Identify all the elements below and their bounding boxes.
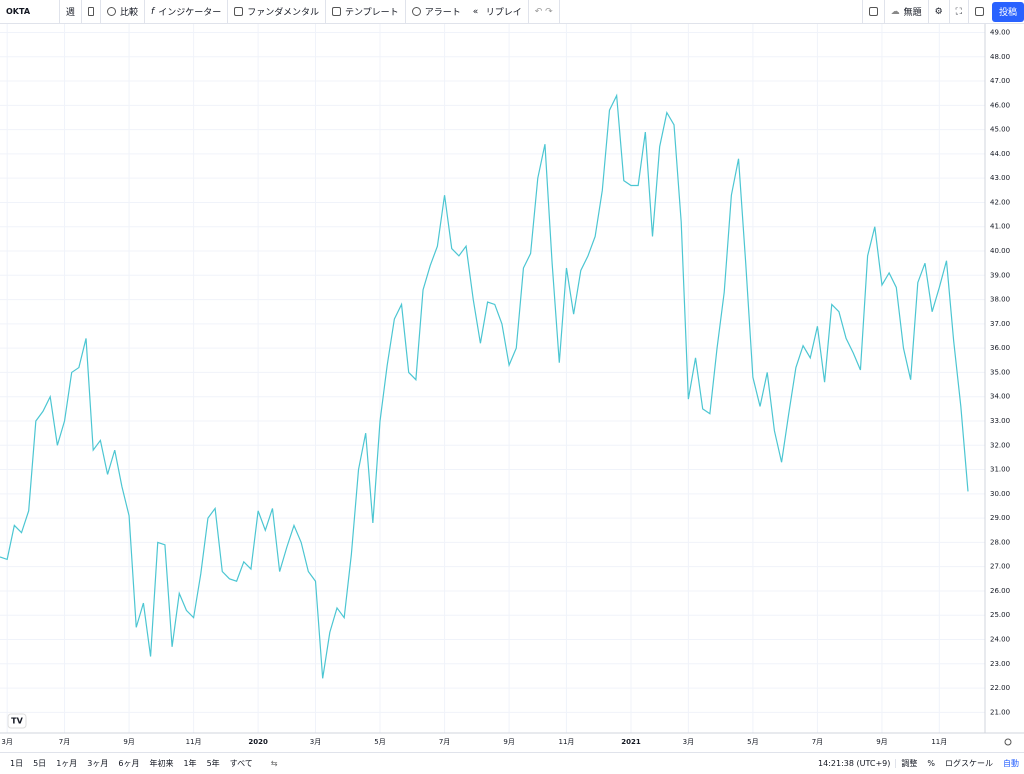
label: インジケーター <box>158 8 222 18</box>
y-tick-label: 23.00 <box>990 660 1010 668</box>
bottom-toolbar: 1日 5日 1ヶ月 3ヶ月 6ヶ月 年初来 1年 5年 すべて ⇆ 14:21:38 (UTC+… <box>0 752 1024 774</box>
goto-date[interactable]: ⇆ <box>270 759 278 768</box>
x-tick-label: 9月 <box>503 738 514 746</box>
range-button[interactable]: 年初来 <box>149 759 174 768</box>
layout[interactable]: ☁ 無題 <box>885 0 929 24</box>
y-tick-label: 25.00 <box>990 611 1010 619</box>
label: リプレイ <box>485 8 522 18</box>
range-button[interactable]: 6ヶ月 <box>118 759 140 768</box>
y-tick-label: 36.00 <box>990 344 1010 352</box>
y-tick-label: 34.00 <box>990 393 1010 401</box>
x-tick-label: 3月 <box>683 738 694 746</box>
publish[interactable]: 投稿 <box>991 1 1024 22</box>
y-tick-label: 37.00 <box>990 320 1010 328</box>
y-tick-label: 49.00 <box>990 28 1010 36</box>
range-button[interactable]: 5日 <box>33 759 47 768</box>
y-tick-label: 46.00 <box>990 101 1010 109</box>
range-button[interactable]: 1日 <box>10 759 24 768</box>
svg-text:TV: TV <box>11 717 23 726</box>
range-button[interactable]: 5年 <box>206 759 220 768</box>
clock: 14:21:38 (UTC+9) <box>813 759 897 768</box>
percent[interactable]: % <box>927 759 935 768</box>
y-tick-label: 48.00 <box>990 53 1010 61</box>
x-tick-label: 5月 <box>374 738 385 746</box>
x-tick-label: 2020 <box>248 738 268 746</box>
auto-scale[interactable]: 自動 <box>1003 759 1019 768</box>
interval[interactable]: 週 <box>60 0 83 24</box>
y-tick-label: 28.00 <box>990 538 1010 546</box>
y-tick-label: 31.00 <box>990 466 1010 474</box>
range-button[interactable]: 1年 <box>183 759 197 768</box>
label: アラート <box>424 8 461 18</box>
ranges: 1日 5日 1ヶ月 3ヶ月 6ヶ月 年初来 1年 5年 すべて <box>0 758 263 769</box>
y-tick-label: 32.00 <box>990 441 1010 449</box>
x-tick-label: 9月 <box>123 738 134 746</box>
y-tick-label: 35.00 <box>990 368 1010 376</box>
x-tick-label: 7月 <box>812 738 823 746</box>
undo-redo[interactable]: ↶ ↷ <box>529 0 560 24</box>
y-tick-label: 21.00 <box>990 708 1010 716</box>
y-tick-label: 45.00 <box>990 126 1010 134</box>
indicators[interactable]: f インジケーター <box>145 0 229 24</box>
y-tick-label: 22.00 <box>990 684 1010 692</box>
top-toolbar: OKTA 週 比較 f インジケーター ファンダメンタル テンプレート アラート … <box>0 0 1024 24</box>
price-line <box>0 93 969 679</box>
y-tick-label: 33.00 <box>990 417 1010 425</box>
log-scale[interactable]: ログスケール <box>945 759 993 768</box>
x-tick-label: 7月 <box>59 738 70 746</box>
label: ファンダメンタル <box>247 8 319 18</box>
x-tick-label: 3月 <box>1 738 12 746</box>
settings[interactable]: ⚙ <box>929 0 950 24</box>
range-button[interactable]: 3ヶ月 <box>87 759 109 768</box>
y-tick-label: 42.00 <box>990 198 1010 206</box>
templates[interactable]: テンプレート <box>326 0 406 24</box>
label: 比較 <box>120 8 139 18</box>
snapshot[interactable] <box>969 0 990 24</box>
compare[interactable]: 比較 <box>101 0 146 24</box>
y-tick-label: 44.00 <box>990 150 1010 158</box>
x-tick-label: 9月 <box>876 738 887 746</box>
fullscreen-box[interactable] <box>861 0 885 24</box>
adjust[interactable]: 調整 <box>901 759 918 768</box>
x-tick-label: 5月 <box>747 738 758 746</box>
y-tick-label: 41.00 <box>990 223 1010 231</box>
y-tick-label: 26.00 <box>990 587 1010 595</box>
y-tick-label: 27.00 <box>990 563 1010 571</box>
label: テンプレート <box>344 8 399 18</box>
x-tick-label: 7月 <box>439 738 450 746</box>
range-button[interactable]: 1ヶ月 <box>56 759 78 768</box>
fullscreen[interactable]: ⛶ <box>950 0 969 24</box>
y-tick-label: 47.00 <box>990 77 1010 85</box>
y-tick-label: 40.00 <box>990 247 1010 255</box>
x-tick-label: 3月 <box>310 738 321 746</box>
y-tick-label: 38.00 <box>990 296 1010 304</box>
x-tick-label: 11月 <box>558 738 574 746</box>
y-tick-label: 29.00 <box>990 514 1010 522</box>
chart-bg <box>0 24 1024 752</box>
scale-settings[interactable] <box>1004 738 1012 746</box>
y-tick-label: 39.00 <box>990 271 1010 279</box>
x-tick-label: 11月 <box>931 738 947 746</box>
alerts[interactable]: アラート <box>406 0 467 24</box>
x-tick-label: 2021 <box>621 738 641 746</box>
fundamentals[interactable]: ファンダメンタル <box>228 0 326 24</box>
tv-logo: TV <box>7 713 27 729</box>
chart: TV 21.00 22.00 23.00 24.00 25.00 26.00 27.00 28… <box>0 24 1024 752</box>
y-tick-label: 43.00 <box>990 174 1010 182</box>
chart-type[interactable] <box>82 0 102 24</box>
y-tick-label: 30.00 <box>990 490 1010 498</box>
symbol[interactable]: OKTA <box>0 0 60 24</box>
range-button[interactable]: すべて <box>229 759 253 768</box>
label: 無題 <box>903 8 922 18</box>
y-tick-label: 24.00 <box>990 636 1010 644</box>
x-tick-label: 11月 <box>186 738 202 746</box>
replay[interactable]: «リプレイ <box>467 0 529 24</box>
